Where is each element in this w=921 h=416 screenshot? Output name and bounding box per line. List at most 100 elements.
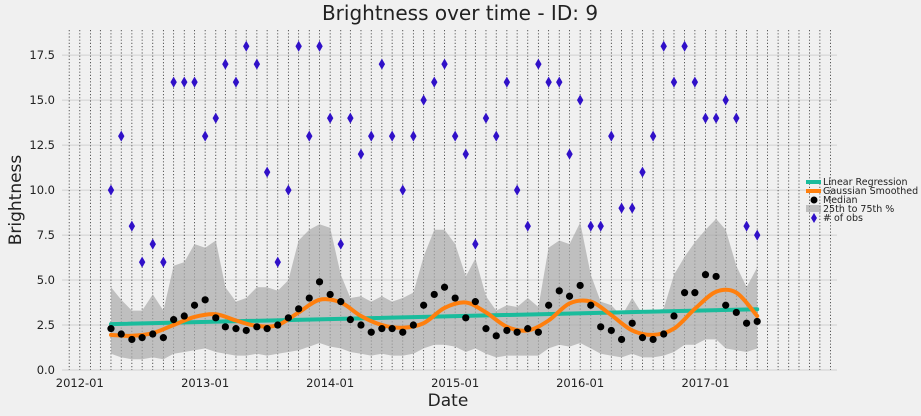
x-tick-label: 2017-01 [681,376,729,390]
obs-point [347,112,354,124]
median-point [190,301,199,309]
median-point [597,323,605,331]
median-point [242,326,250,335]
obs-point [482,112,490,124]
median-point [753,317,761,326]
median-point [660,330,668,338]
median-point [587,301,595,309]
legend-label-linear-regression: Linear Regression [823,177,908,188]
chart-title: Brightness over time - ID: 9 [322,1,598,25]
obs-point [431,76,438,88]
median-point [617,335,626,344]
median-point [149,330,157,338]
obs-point [441,58,448,70]
median-point [180,312,188,320]
obs-point [733,112,740,124]
median-point [513,328,521,336]
obs-point [420,94,427,106]
obs-point [587,220,594,232]
legend-label-gaussian-smoothed: Gaussian Smoothed [823,186,918,197]
obs-point [649,130,657,142]
obs-point [629,202,636,214]
median-point [524,325,532,333]
y-tick-label: 17.5 [29,48,55,62]
obs-point [712,112,720,124]
obs-point [670,76,678,88]
median-point [732,308,740,317]
median-point [232,325,240,333]
obs-point [232,76,240,88]
obs-point [618,202,625,214]
median-point [128,335,136,344]
x-tick-label: 2015-01 [431,376,479,390]
median-point [388,325,396,333]
obs-point [107,184,115,196]
legend-swatch-obs [811,213,817,223]
median-point [462,314,470,322]
legend-label-obs: # of obs [823,213,863,224]
median-point [201,296,209,304]
median-point [117,330,125,338]
obs-point [493,130,500,142]
y-tick-label: 7.5 [37,228,55,242]
median-point [670,312,678,320]
obs-point [274,256,281,268]
obs-point [357,148,365,160]
axis-layer: 0.0 2.5 5.0 7.5 10.0 12.5 15.0 17.5 2012-01 2013-… [29,48,729,390]
median-point [681,289,689,297]
median-point [451,294,459,302]
obs-point [503,76,511,88]
obs-point [388,130,396,142]
median-point [534,328,542,336]
y-tick-label: 0.0 [37,363,55,377]
median-point [555,287,563,295]
obs-point [181,76,188,88]
legend-label-median: Median [823,195,858,206]
median-point [221,323,229,331]
y-axis-title: Brightness [6,155,26,246]
median-point [378,325,386,333]
obs-point [337,238,344,250]
obs-point [222,58,229,70]
x-tick-label: 2012-01 [56,376,104,390]
obs-point [535,58,542,70]
gaussian-smoothed-line [109,287,760,338]
obs-point [378,58,386,70]
y-tick-label: 12.5 [29,138,55,152]
obs-point [754,229,761,241]
median-point [503,326,511,335]
iqr-band [111,218,758,360]
median-point [274,321,282,329]
obs-point [399,184,406,196]
median-point [691,289,699,297]
median-point [482,325,490,333]
median-point [337,298,345,306]
obs-point [368,130,375,142]
obs-point [660,40,667,52]
obs-point [702,112,709,124]
obs-point [253,58,261,70]
obs-point [212,112,219,124]
median-point [430,290,438,299]
x-axis-title: Date [428,391,469,411]
y-tick-label: 2.5 [37,318,55,332]
median-point [440,283,449,291]
y-tick-label: 5.0 [37,273,55,287]
obs-point [545,76,552,88]
obs-point [263,166,271,178]
obs-point [306,130,313,142]
obs-point [170,76,177,88]
x-tick-label: 2016-01 [556,376,604,390]
y-tick-label: 15.0 [29,93,55,107]
median-point [326,290,334,299]
median-point [138,334,146,342]
median-point [701,271,710,279]
obs-point [118,130,125,142]
obs-point [191,76,198,88]
median-point [357,321,365,329]
x-tick-label: 2014-01 [306,376,354,390]
x-tick-label: 2013-01 [181,376,229,390]
obs-point [597,220,604,232]
iqr-band-layer [111,218,758,360]
median-point [471,298,479,306]
